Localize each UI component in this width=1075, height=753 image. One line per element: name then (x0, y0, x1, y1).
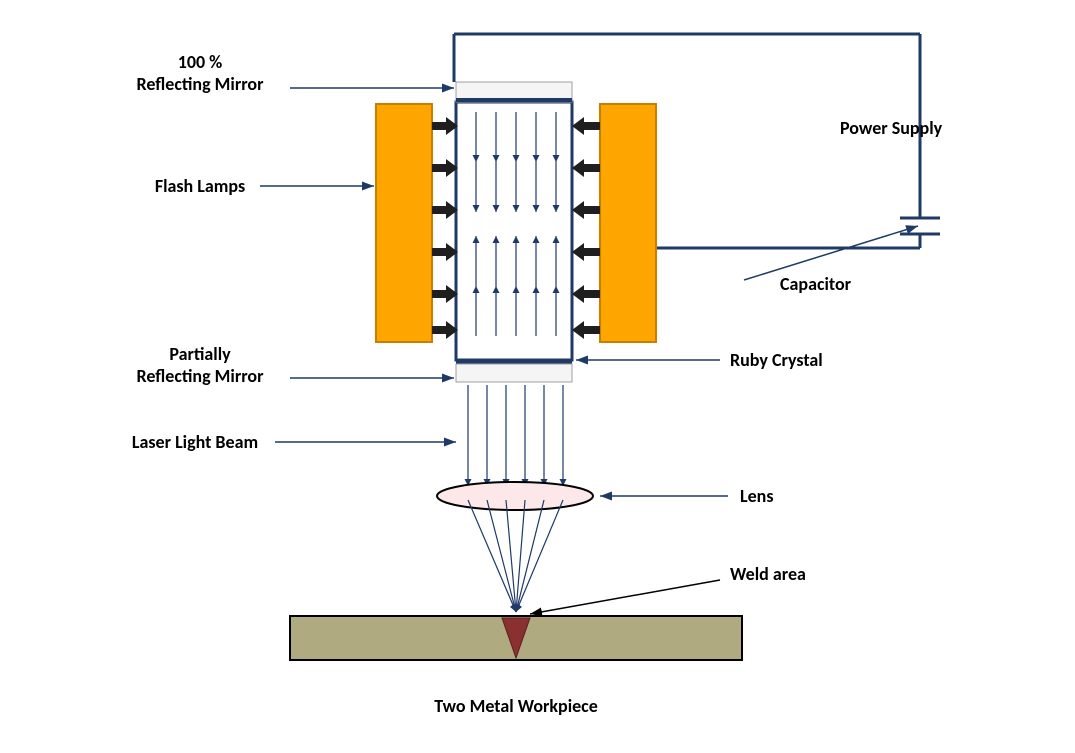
emitted-beam (468, 385, 563, 486)
lens-shape (437, 482, 593, 510)
label-reflecting-mirror-2: Reflecting Mirror (137, 73, 265, 95)
flash-lamp-left (376, 104, 432, 342)
label-ruby-crystal: Ruby Crystal (730, 349, 823, 371)
laser-welding-diagram: 100 % Reflecting Mirror Flash Lamps Part… (0, 0, 1075, 753)
ruby-crystal-body (456, 102, 572, 360)
label-reflecting-mirror-1: 100 % (178, 51, 223, 73)
label-power-supply: Power Supply (840, 117, 943, 139)
focused-beam (468, 500, 563, 612)
label-lens: Lens (740, 485, 774, 507)
label-partially-1: Partially (169, 343, 231, 365)
top-mirror (456, 82, 572, 102)
label-workpiece: Two Metal Workpiece (434, 695, 598, 717)
bottom-mirror (456, 362, 572, 382)
label-partially-2: Reflecting Mirror (137, 365, 265, 387)
label-laser-beam: Laser Light Beam (132, 431, 258, 453)
label-weld-area: Weld area (730, 563, 806, 585)
label-flash-lamps: Flash Lamps (155, 175, 245, 197)
label-capacitor: Capacitor (780, 273, 852, 295)
flash-lamp-right (600, 104, 656, 342)
workpiece (290, 616, 742, 660)
